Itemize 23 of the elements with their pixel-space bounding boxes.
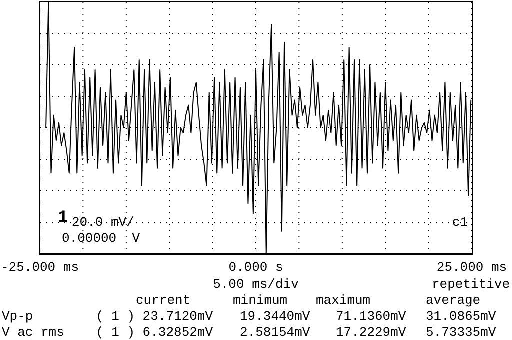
text: ( 1 ) 23.7120mV: [96, 309, 214, 324]
annotation: 20.0 mV/: [72, 215, 135, 230]
text: 19.3440mV: [240, 309, 310, 324]
text: average: [426, 293, 481, 308]
text: minimum: [233, 293, 288, 308]
annotation: c1: [452, 215, 468, 230]
text: V ac rms: [2, 325, 64, 340]
text: ( 1 ) 6.32852mV: [96, 325, 214, 340]
text: 71.1360mV: [336, 309, 406, 324]
x-tick-label: -25.000 ms: [0, 260, 80, 276]
text: current: [136, 293, 191, 308]
text: 31.0865mV: [426, 309, 496, 324]
text: 5.00 ms/div: [213, 277, 300, 292]
text: 2.58154mV: [240, 325, 310, 340]
annotation: 1: [58, 209, 68, 228]
text: repetitive: [432, 277, 510, 292]
x-tick-label: 25.000 ms: [436, 260, 508, 276]
text: maximum: [316, 293, 371, 308]
text: Vp-p: [2, 309, 34, 324]
text: 5.73335mV: [426, 325, 496, 340]
text: 17.2229mV: [336, 325, 406, 340]
annotation: 0.00000 V: [62, 231, 140, 246]
x-tick-label: 0.000 s: [228, 260, 284, 276]
